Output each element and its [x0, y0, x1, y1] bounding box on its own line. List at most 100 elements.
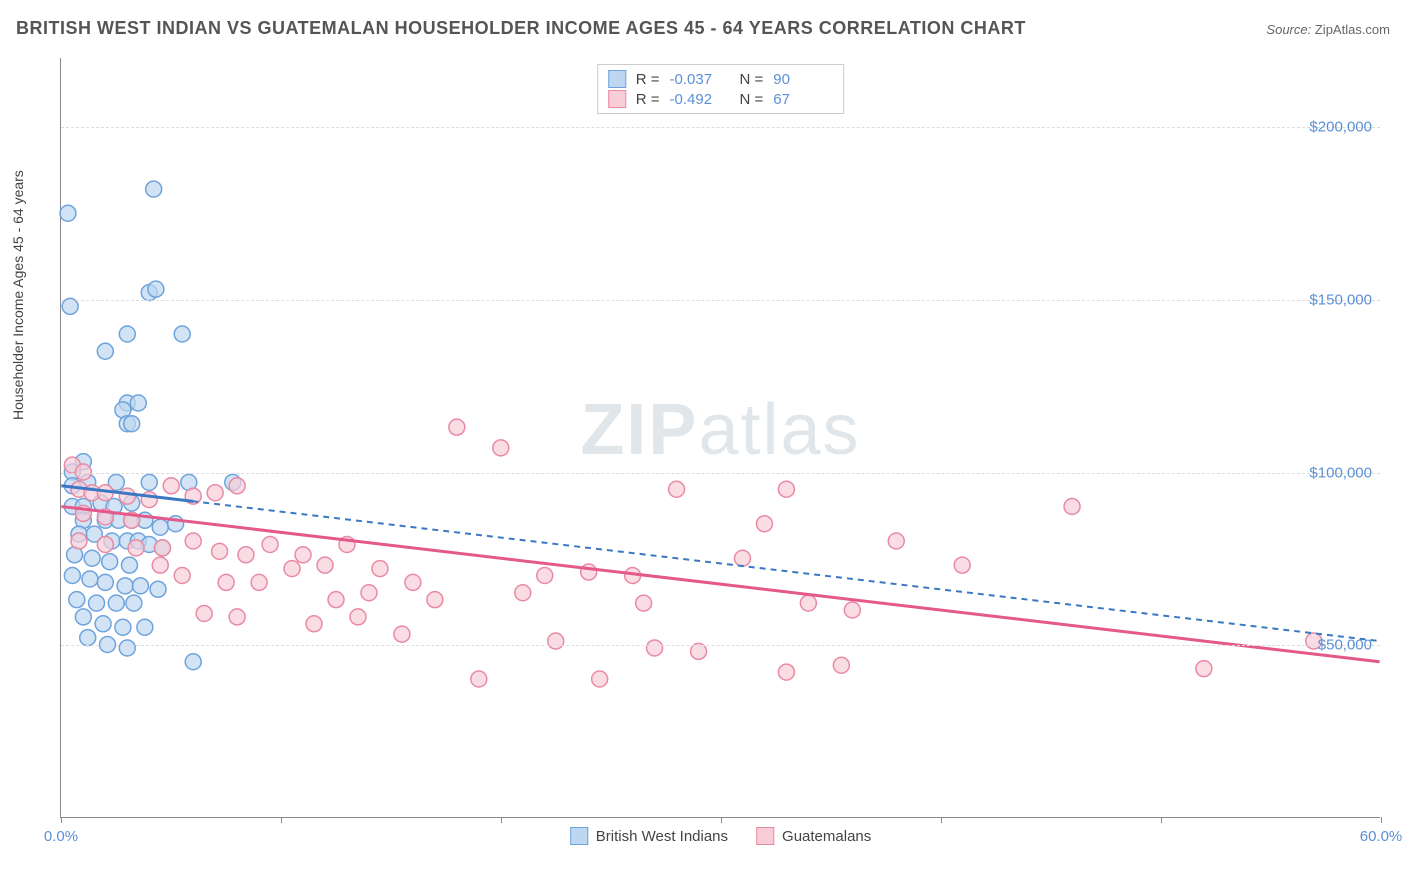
data-point-bwi [137, 619, 153, 635]
legend-bottom-swatch-0 [570, 827, 588, 845]
data-point-bwi [146, 181, 162, 197]
data-point-bwi [89, 595, 105, 611]
data-point-gua [493, 440, 509, 456]
data-point-bwi [75, 609, 91, 625]
legend-swatch-0 [608, 70, 626, 88]
data-point-gua [218, 574, 234, 590]
chart-header: BRITISH WEST INDIAN VS GUATEMALAN HOUSEH… [16, 18, 1390, 39]
gridline-h [61, 473, 1380, 474]
legend-bottom-item-1: Guatemalans [756, 827, 871, 845]
data-point-gua [154, 540, 170, 556]
data-point-gua [647, 640, 663, 656]
data-point-bwi [95, 616, 111, 632]
r-val-1: -0.492 [670, 91, 730, 108]
gridline-h [61, 645, 1380, 646]
data-point-bwi [69, 592, 85, 608]
data-point-gua [1064, 499, 1080, 515]
data-point-gua [888, 533, 904, 549]
data-point-gua [350, 609, 366, 625]
data-point-gua [119, 488, 135, 504]
legend-bottom-label-1: Guatemalans [782, 828, 871, 845]
legend-bottom-item-0: British West Indians [570, 827, 728, 845]
data-point-bwi [60, 205, 76, 221]
legend-top: R = -0.037 N = 90 R = -0.492 N = 67 [597, 64, 845, 114]
data-point-gua [778, 664, 794, 680]
x-tick-label: 60.0% [1360, 828, 1403, 845]
x-tick-mark [1161, 817, 1162, 823]
r-val-0: -0.037 [670, 71, 730, 88]
x-tick-mark [281, 817, 282, 823]
chart-title: BRITISH WEST INDIAN VS GUATEMALAN HOUSEH… [16, 18, 1026, 39]
data-point-bwi [117, 578, 133, 594]
gridline-h [61, 300, 1380, 301]
data-point-gua [592, 671, 608, 687]
n-val-0: 90 [773, 71, 833, 88]
data-point-gua [97, 536, 113, 552]
data-point-gua [328, 592, 344, 608]
plot-area: ZIPatlas R = -0.037 N = 90 R = -0.492 N … [60, 58, 1380, 818]
data-point-gua [207, 485, 223, 501]
data-point-bwi [141, 474, 157, 490]
data-point-bwi [152, 519, 168, 535]
n-key-1: N = [740, 91, 764, 108]
data-point-gua [778, 481, 794, 497]
data-point-bwi [130, 395, 146, 411]
data-point-gua [372, 561, 388, 577]
data-point-gua [449, 419, 465, 435]
data-point-bwi [185, 654, 201, 670]
data-point-gua [756, 516, 772, 532]
x-tick-mark [721, 817, 722, 823]
data-point-gua [262, 536, 278, 552]
y-axis-label: Householder Income Ages 45 - 64 years [10, 170, 26, 420]
data-point-gua [152, 557, 168, 573]
data-point-gua [284, 561, 300, 577]
data-point-gua [800, 595, 816, 611]
data-point-gua [238, 547, 254, 563]
legend-top-row-1: R = -0.492 N = 67 [608, 89, 834, 109]
x-tick-mark [501, 817, 502, 823]
y-tick-label: $200,000 [1309, 119, 1372, 136]
data-point-gua [196, 605, 212, 621]
chart-source: Source: ZipAtlas.com [1266, 22, 1390, 37]
chart-svg [61, 58, 1380, 817]
gridline-h [61, 127, 1380, 128]
data-point-gua [128, 540, 144, 556]
data-point-bwi [132, 578, 148, 594]
x-tick-mark [61, 817, 62, 823]
data-point-gua [212, 543, 228, 559]
data-point-bwi [80, 630, 96, 646]
legend-swatch-1 [608, 90, 626, 108]
x-tick-mark [1381, 817, 1382, 823]
data-point-bwi [64, 568, 80, 584]
n-key-0: N = [740, 71, 764, 88]
data-point-gua [229, 478, 245, 494]
data-point-gua [295, 547, 311, 563]
data-point-gua [833, 657, 849, 673]
legend-bottom-swatch-1 [756, 827, 774, 845]
data-point-gua [361, 585, 377, 601]
data-point-gua [306, 616, 322, 632]
data-point-gua [734, 550, 750, 566]
data-point-gua [1196, 661, 1212, 677]
data-point-gua [71, 533, 87, 549]
y-tick-label: $50,000 [1318, 637, 1372, 654]
data-point-gua [427, 592, 443, 608]
data-point-bwi [119, 640, 135, 656]
data-point-gua [471, 671, 487, 687]
source-label: Source: [1266, 22, 1311, 37]
data-point-gua [317, 557, 333, 573]
n-val-1: 67 [773, 91, 833, 108]
r-key-1: R = [636, 91, 660, 108]
y-tick-label: $150,000 [1309, 291, 1372, 308]
data-point-bwi [124, 416, 140, 432]
data-point-bwi [97, 574, 113, 590]
data-point-bwi [121, 557, 137, 573]
data-point-gua [394, 626, 410, 642]
data-point-bwi [97, 343, 113, 359]
data-point-bwi [119, 326, 135, 342]
data-point-bwi [108, 595, 124, 611]
legend-top-row-0: R = -0.037 N = 90 [608, 69, 834, 89]
data-point-gua [537, 568, 553, 584]
data-point-gua [515, 585, 531, 601]
source-value: ZipAtlas.com [1315, 22, 1390, 37]
